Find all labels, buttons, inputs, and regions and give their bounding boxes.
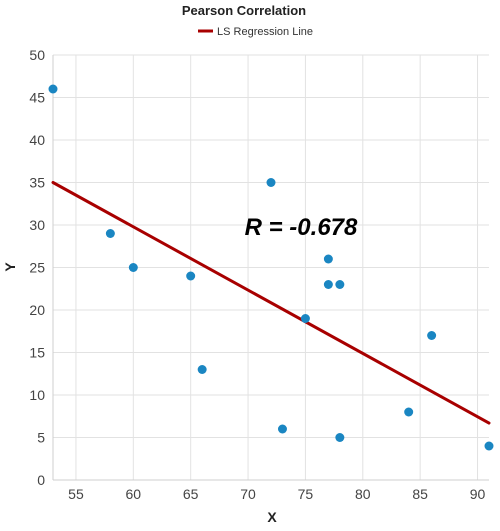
correlation-annotation: R = -0.678 bbox=[245, 214, 358, 241]
data-point bbox=[335, 280, 345, 289]
data-point bbox=[197, 365, 207, 374]
y-tick-label: 30 bbox=[29, 217, 45, 233]
y-tick-label: 5 bbox=[37, 430, 45, 446]
y-tick-label: 20 bbox=[29, 302, 45, 318]
regression-line bbox=[51, 181, 491, 425]
chart-title: Pearson Correlation bbox=[182, 3, 306, 18]
x-tick-label: 85 bbox=[412, 486, 428, 502]
y-tick-label: 15 bbox=[29, 345, 45, 361]
y-tick-label: 25 bbox=[29, 260, 45, 276]
x-tick-label: 60 bbox=[126, 486, 142, 502]
y-tick-label: 10 bbox=[29, 387, 45, 403]
x-tick-label: 80 bbox=[355, 486, 371, 502]
data-point bbox=[427, 331, 437, 340]
x-tick-label: 90 bbox=[470, 486, 486, 502]
y-axis-title: Y bbox=[2, 262, 18, 272]
legend: LS Regression Line bbox=[198, 26, 313, 38]
y-tick-label: 45 bbox=[29, 90, 45, 106]
plot-area: 0 5 10 15 20 25 30 35 40 45 50 55 60 65 70 75 80 85 90 bbox=[29, 47, 494, 502]
data-point bbox=[323, 254, 333, 264]
data-point bbox=[48, 84, 58, 94]
y-tick-label: 0 bbox=[37, 472, 45, 488]
data-point bbox=[186, 271, 196, 281]
x-tick-label: 70 bbox=[240, 486, 256, 502]
data-point bbox=[335, 433, 345, 442]
x-tick-label: 75 bbox=[298, 486, 314, 502]
legend-label: LS Regression Line bbox=[217, 26, 313, 38]
y-tick-label: 35 bbox=[29, 175, 45, 191]
y-tick-label: 40 bbox=[29, 132, 45, 148]
data-point bbox=[266, 178, 276, 187]
data-point bbox=[404, 407, 414, 417]
x-tick-label: 55 bbox=[68, 486, 84, 502]
data-point bbox=[105, 229, 115, 238]
data-point bbox=[128, 263, 138, 272]
x-tick-label: 65 bbox=[183, 486, 199, 502]
data-point bbox=[323, 280, 333, 289]
data-point bbox=[277, 424, 287, 434]
y-tick-label: 50 bbox=[29, 47, 45, 63]
data-point bbox=[300, 314, 310, 323]
data-point bbox=[484, 441, 494, 451]
x-axis-title: X bbox=[267, 509, 277, 525]
